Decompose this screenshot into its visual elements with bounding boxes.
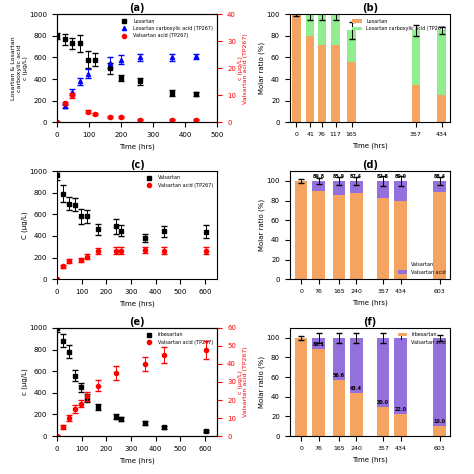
Y-axis label: c (μg/L)
Valsartan acid (TP267): c (μg/L) Valsartan acid (TP267) <box>237 346 248 418</box>
Bar <box>333 381 346 436</box>
Bar <box>350 193 363 279</box>
Title: (c): (c) <box>130 160 145 170</box>
X-axis label: Time (hrs): Time (hrs) <box>119 144 155 150</box>
Bar <box>331 14 340 45</box>
X-axis label: Time (hrs): Time (hrs) <box>352 300 388 306</box>
Legend: Irbesartan, Valsartan acid (TP267): Irbesartan, Valsartan acid (TP267) <box>142 330 215 346</box>
Title: (a): (a) <box>129 3 145 13</box>
Bar <box>306 14 314 36</box>
Bar <box>295 181 308 279</box>
Bar <box>438 95 446 122</box>
Bar <box>394 181 407 201</box>
Bar <box>350 338 363 393</box>
Bar <box>318 14 326 45</box>
Bar <box>333 195 346 279</box>
Bar <box>331 45 340 122</box>
Bar <box>377 181 390 198</box>
Bar <box>411 84 420 122</box>
Text: 22.0: 22.0 <box>395 408 407 412</box>
Bar <box>433 338 446 426</box>
Text: 88.1: 88.1 <box>313 343 325 347</box>
Y-axis label: Molar ratio (%): Molar ratio (%) <box>259 356 265 408</box>
X-axis label: Time (hrs): Time (hrs) <box>119 301 155 307</box>
Bar <box>347 30 356 62</box>
Bar <box>333 338 346 381</box>
Title: (e): (e) <box>129 317 145 327</box>
Legend: Losartan, Losartan carboxylic acid (TP267), Valsartan acid (TP267): Losartan, Losartan carboxylic acid (TP26… <box>118 17 215 40</box>
Y-axis label: c (μg/L)
Valsartan acid (TP267): c (μg/L) Valsartan acid (TP267) <box>237 33 248 104</box>
Text: 30.0: 30.0 <box>377 400 389 405</box>
Bar <box>292 14 301 122</box>
Bar <box>306 36 314 122</box>
X-axis label: Time (hrs): Time (hrs) <box>119 457 155 464</box>
Bar <box>394 201 407 279</box>
Text: 89.8: 89.8 <box>312 174 325 179</box>
Text: 85.9: 85.9 <box>333 174 345 179</box>
Text: 10.0: 10.0 <box>434 419 446 424</box>
Title: (b): (b) <box>362 3 378 13</box>
Bar <box>312 181 325 191</box>
Text: 82.8: 82.8 <box>377 174 389 179</box>
Text: 80.0: 80.0 <box>395 174 407 179</box>
Bar <box>350 181 363 193</box>
Y-axis label: Losartan & Losartan
carboxylic acid
c (μg/L): Losartan & Losartan carboxylic acid c (μ… <box>11 36 28 100</box>
Text: 88.4: 88.4 <box>434 174 446 179</box>
Legend: Losartan, Losartan carboxylic acid (TP267): Losartan, Losartan carboxylic acid (TP26… <box>350 17 448 33</box>
Bar <box>411 30 420 84</box>
Title: (f): (f) <box>364 317 377 327</box>
Bar <box>312 349 325 436</box>
Text: 56.6: 56.6 <box>333 374 345 378</box>
Bar <box>377 407 390 436</box>
Bar <box>312 191 325 279</box>
Bar <box>433 181 446 192</box>
Y-axis label: C (μg/L): C (μg/L) <box>21 211 28 239</box>
Bar <box>433 426 446 436</box>
Bar <box>438 30 446 95</box>
Title: (d): (d) <box>362 160 378 170</box>
Bar <box>350 393 363 436</box>
Y-axis label: c (μg/L): c (μg/L) <box>21 369 28 395</box>
X-axis label: Time (hrs): Time (hrs) <box>352 143 388 149</box>
Bar <box>312 338 325 349</box>
Text: 87.4: 87.4 <box>350 174 362 179</box>
Bar <box>333 181 346 195</box>
Bar <box>377 338 390 407</box>
Bar <box>394 414 407 436</box>
Bar <box>295 338 308 436</box>
X-axis label: Time (hrs): Time (hrs) <box>352 456 388 463</box>
Legend: Valsartan, Valsartan acid (TP267): Valsartan, Valsartan acid (TP267) <box>142 173 215 190</box>
Legend: Irbesartan, Valsartan acid: Irbesartan, Valsartan acid <box>396 330 448 346</box>
Bar <box>347 62 356 122</box>
Legend: Valsartan, Valsartan acid: Valsartan, Valsartan acid <box>396 261 448 277</box>
Bar <box>433 192 446 279</box>
Bar <box>394 338 407 414</box>
Bar <box>377 198 390 279</box>
Text: 43.4: 43.4 <box>350 386 362 392</box>
Bar <box>318 45 326 122</box>
Y-axis label: Molar ratio (%): Molar ratio (%) <box>259 199 265 251</box>
Y-axis label: Molar ratio (%): Molar ratio (%) <box>259 42 265 94</box>
